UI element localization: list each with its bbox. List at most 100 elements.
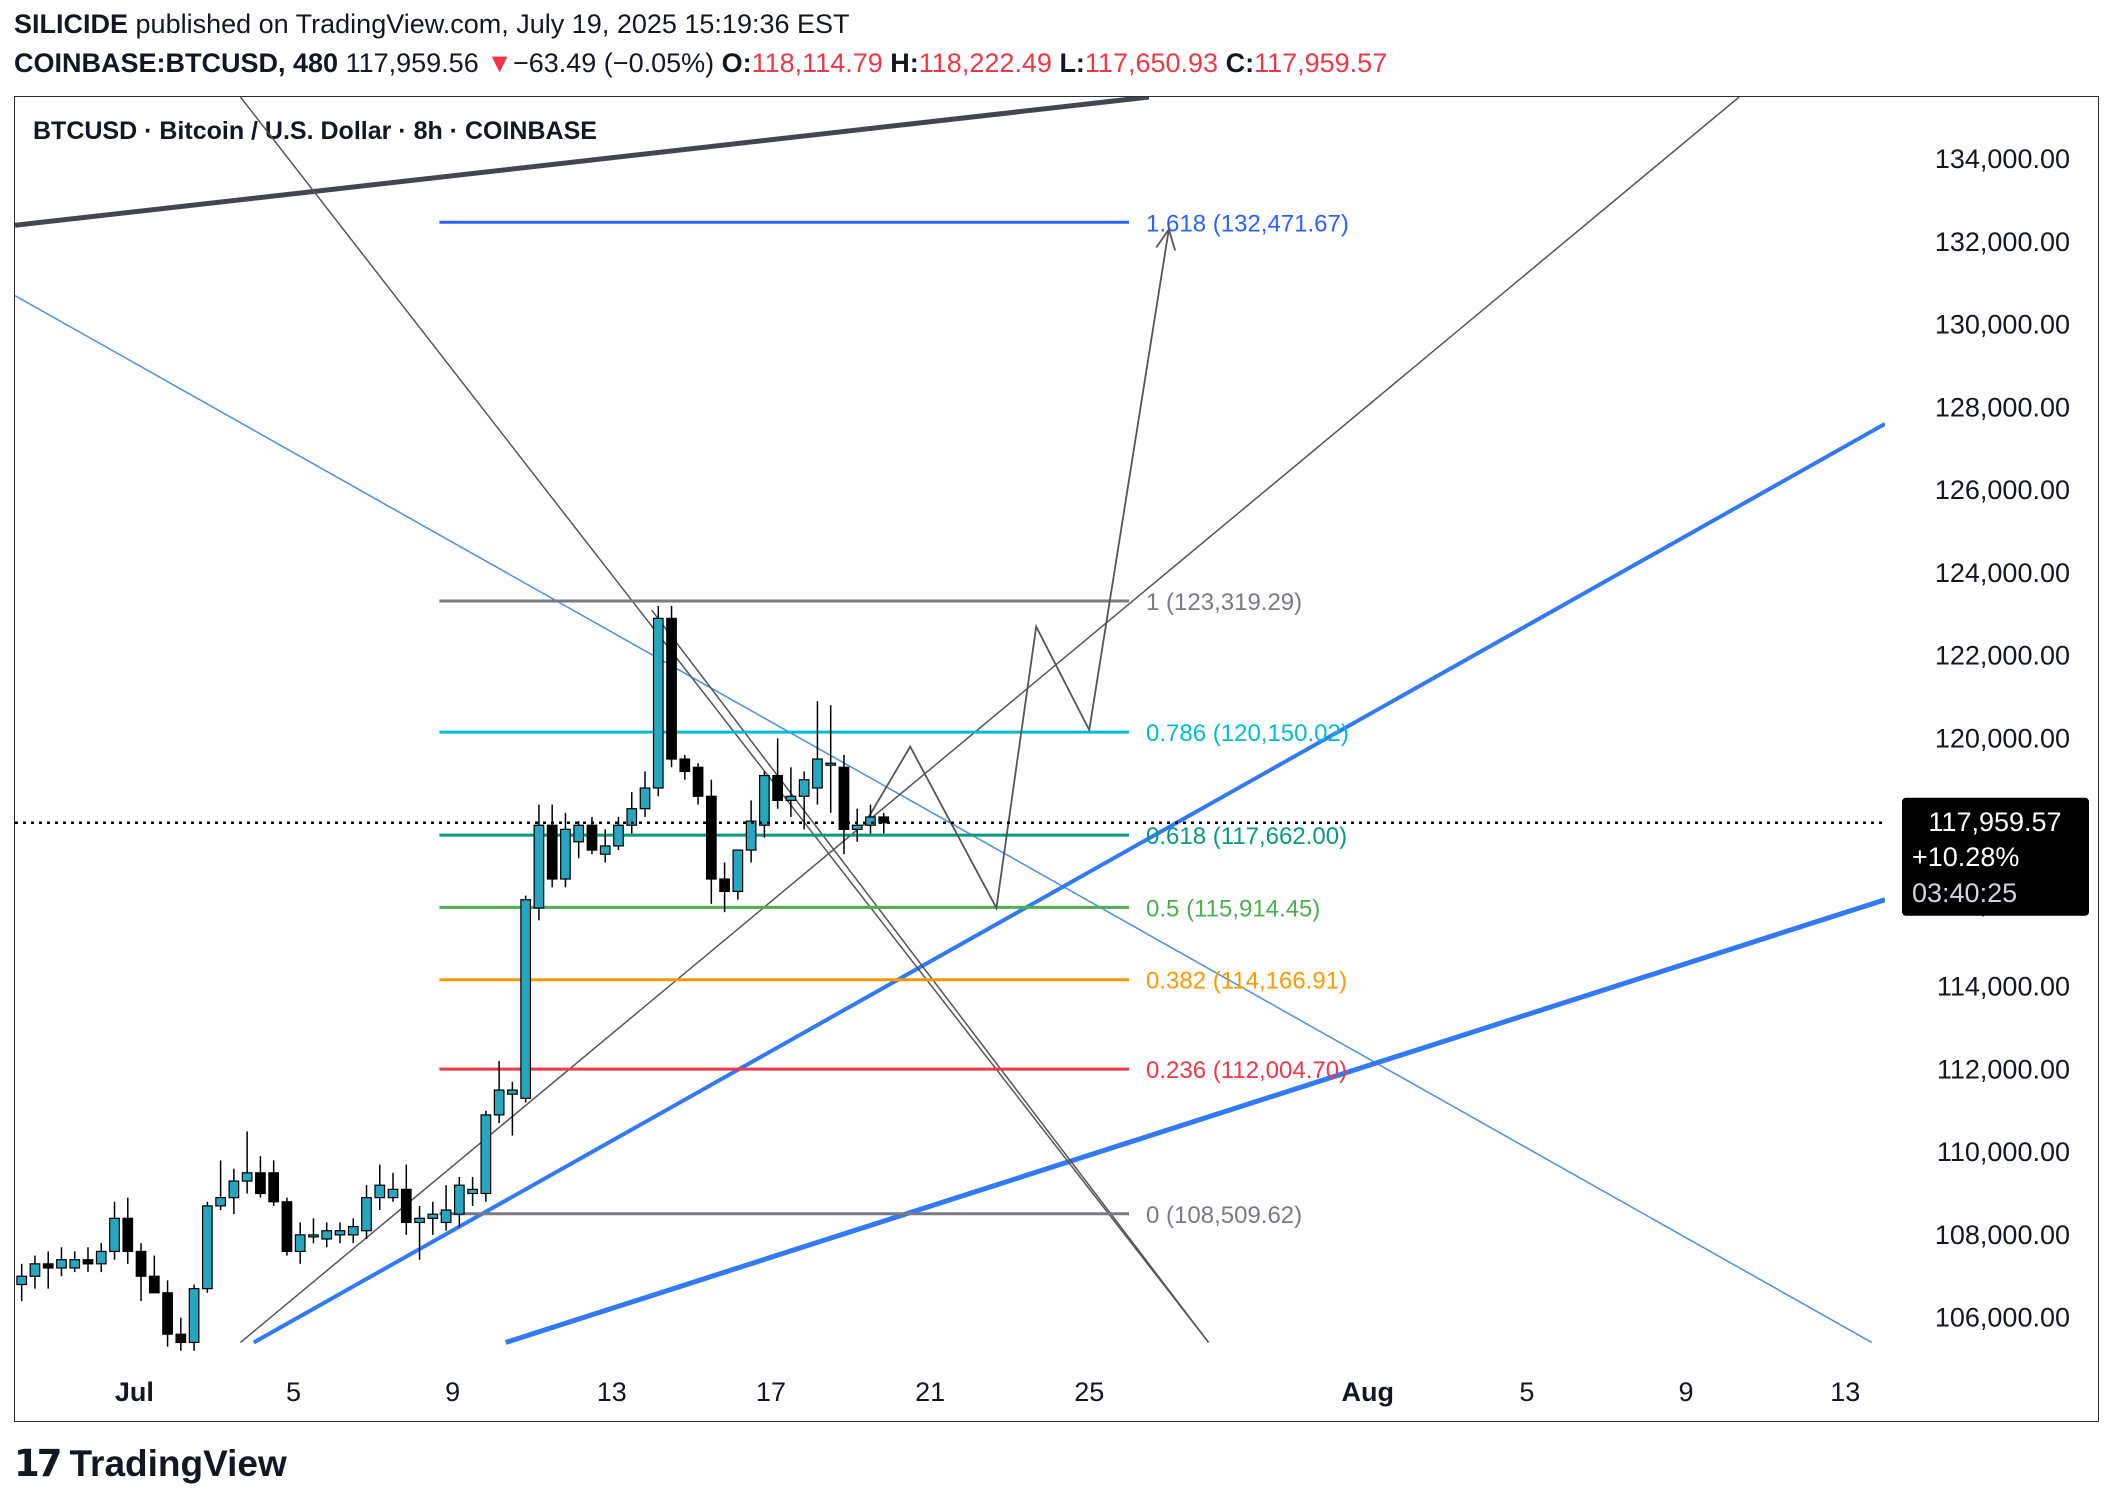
x-axis-tick-label: 9 xyxy=(445,1377,460,1407)
candle-body xyxy=(493,1089,505,1116)
high-label: H: xyxy=(890,48,919,78)
symbol-label[interactable]: COINBASE:BTCUSD, 480 xyxy=(14,48,339,78)
candle-body xyxy=(109,1217,120,1253)
trendline-long-term-resistance xyxy=(15,97,1150,228)
close-value: 117,959.57 xyxy=(1254,48,1388,78)
publication-line: SILICIDE published on TradingView.com, J… xyxy=(14,9,850,40)
candle-body xyxy=(785,795,797,802)
change-value: −63.49 (−0.05%) xyxy=(512,48,715,78)
candle-body xyxy=(188,1288,200,1344)
candle-body xyxy=(175,1333,187,1344)
candle-body xyxy=(281,1201,293,1253)
candle-body xyxy=(148,1275,160,1294)
candle-body xyxy=(95,1250,107,1265)
candle-body xyxy=(334,1230,346,1236)
candle-body xyxy=(82,1259,94,1265)
trendline-ascending-support-lower xyxy=(504,897,1885,1345)
candle-body xyxy=(201,1205,213,1290)
y-axis-tick-label: 128,000.00 xyxy=(1935,392,2070,422)
tradingview-brand: TradingView xyxy=(69,1443,287,1484)
candle-body xyxy=(560,828,571,880)
trendline-descending-diagonal xyxy=(650,609,1210,1343)
candle-body xyxy=(374,1184,386,1199)
candle-body xyxy=(851,824,863,830)
candle-body xyxy=(639,787,651,810)
chart-frame[interactable]: BTCUSD · Bitcoin / U.S. Dollar · 8h · CO… xyxy=(14,96,2099,1422)
trendline-descending-resistance xyxy=(15,294,1873,1344)
candle-body xyxy=(361,1197,372,1232)
candle-body xyxy=(16,1275,28,1286)
candle-body xyxy=(825,762,837,766)
projection-path xyxy=(863,229,1170,911)
x-axis-tick-label: Jul xyxy=(115,1377,154,1407)
y-axis-tick-label: 108,000.00 xyxy=(1935,1220,2070,1250)
candle-body xyxy=(321,1230,333,1240)
low-label: L: xyxy=(1059,48,1085,78)
candle-body xyxy=(679,758,691,773)
candle-body xyxy=(215,1197,226,1207)
published-text: published on TradingView.com, July 19, 2… xyxy=(135,9,850,39)
fib-level-label: 1.618 (132,471.67) xyxy=(1146,210,1349,237)
candle-body xyxy=(29,1263,41,1277)
y-axis-tick-label: 122,000.00 xyxy=(1935,641,2070,671)
y-axis-tick-label: 112,000.00 xyxy=(1937,1054,2070,1084)
candle-body xyxy=(241,1172,253,1182)
candle-body xyxy=(759,774,770,826)
candle-body xyxy=(387,1188,399,1199)
candle-body xyxy=(122,1217,134,1253)
y-axis-tick-label: 106,000.00 xyxy=(1935,1303,2070,1333)
fib-level-label: 0.382 (114,166.91) xyxy=(1146,968,1347,995)
candle-body xyxy=(573,824,585,843)
candle-body xyxy=(69,1259,81,1269)
x-axis-tick-label: 5 xyxy=(1519,1377,1534,1407)
candle-body xyxy=(308,1234,319,1238)
close-label: C: xyxy=(1225,48,1255,78)
x-axis-tick-label: 17 xyxy=(756,1377,786,1407)
candle-body xyxy=(507,1089,518,1095)
ohlc-line: COINBASE:BTCUSD, 480 117,959.56 ▼−63.49 … xyxy=(14,48,1387,79)
candle-body xyxy=(520,899,532,1099)
candle-body xyxy=(705,795,717,880)
x-axis-tick-label: 5 xyxy=(286,1377,301,1407)
candle-body xyxy=(865,816,876,826)
candle-body xyxy=(812,758,823,789)
candle-body xyxy=(613,824,624,847)
candle-body xyxy=(745,820,757,851)
candle-body xyxy=(666,617,677,760)
candle-body xyxy=(599,845,611,855)
x-axis-tick-label: 13 xyxy=(1830,1377,1860,1407)
x-axis-tick-label: Aug xyxy=(1342,1377,1394,1407)
candle-body xyxy=(586,824,598,851)
y-axis-tick-label: 126,000.00 xyxy=(1935,475,2070,505)
candle-body xyxy=(162,1292,173,1335)
last-price-badge xyxy=(1902,797,2089,916)
last-price-change: +10.28% xyxy=(1912,842,2019,872)
candle-body xyxy=(652,617,664,789)
tradingview-logo[interactable]: 17 TradingView xyxy=(14,1442,287,1485)
candle-body xyxy=(546,824,558,880)
candle-body xyxy=(255,1172,266,1195)
candle-body xyxy=(135,1250,147,1277)
candle-body xyxy=(626,808,638,826)
candle-body xyxy=(878,816,890,824)
y-axis-tick-label: 124,000.00 xyxy=(1935,558,2070,588)
candle-body xyxy=(798,779,810,797)
chart-canvas[interactable]: BTCUSD · Bitcoin / U.S. Dollar · 8h · CO… xyxy=(15,97,2100,1423)
chart-title: BTCUSD · Bitcoin / U.S. Dollar · 8h · CO… xyxy=(33,117,597,145)
candle-body xyxy=(480,1114,492,1195)
high-value: 118,222.49 xyxy=(918,48,1052,78)
candle-body xyxy=(294,1234,306,1253)
author-name[interactable]: SILICIDE xyxy=(14,9,129,39)
trendline-rising-diagonal xyxy=(239,97,1740,1344)
candle-body xyxy=(719,878,730,893)
candle-body xyxy=(533,824,545,909)
fib-level-label: 0.5 (115,914.45) xyxy=(1146,895,1320,922)
x-axis-tick-label: 13 xyxy=(597,1377,627,1407)
candle-body xyxy=(467,1188,478,1195)
candle-body xyxy=(692,766,704,797)
open-label: O: xyxy=(721,48,752,78)
candle-body xyxy=(453,1184,465,1215)
y-axis-tick-label: 114,000.00 xyxy=(1937,972,2070,1002)
last-price: 117,959.56 xyxy=(345,48,479,78)
x-axis-tick-label: 21 xyxy=(915,1377,945,1407)
